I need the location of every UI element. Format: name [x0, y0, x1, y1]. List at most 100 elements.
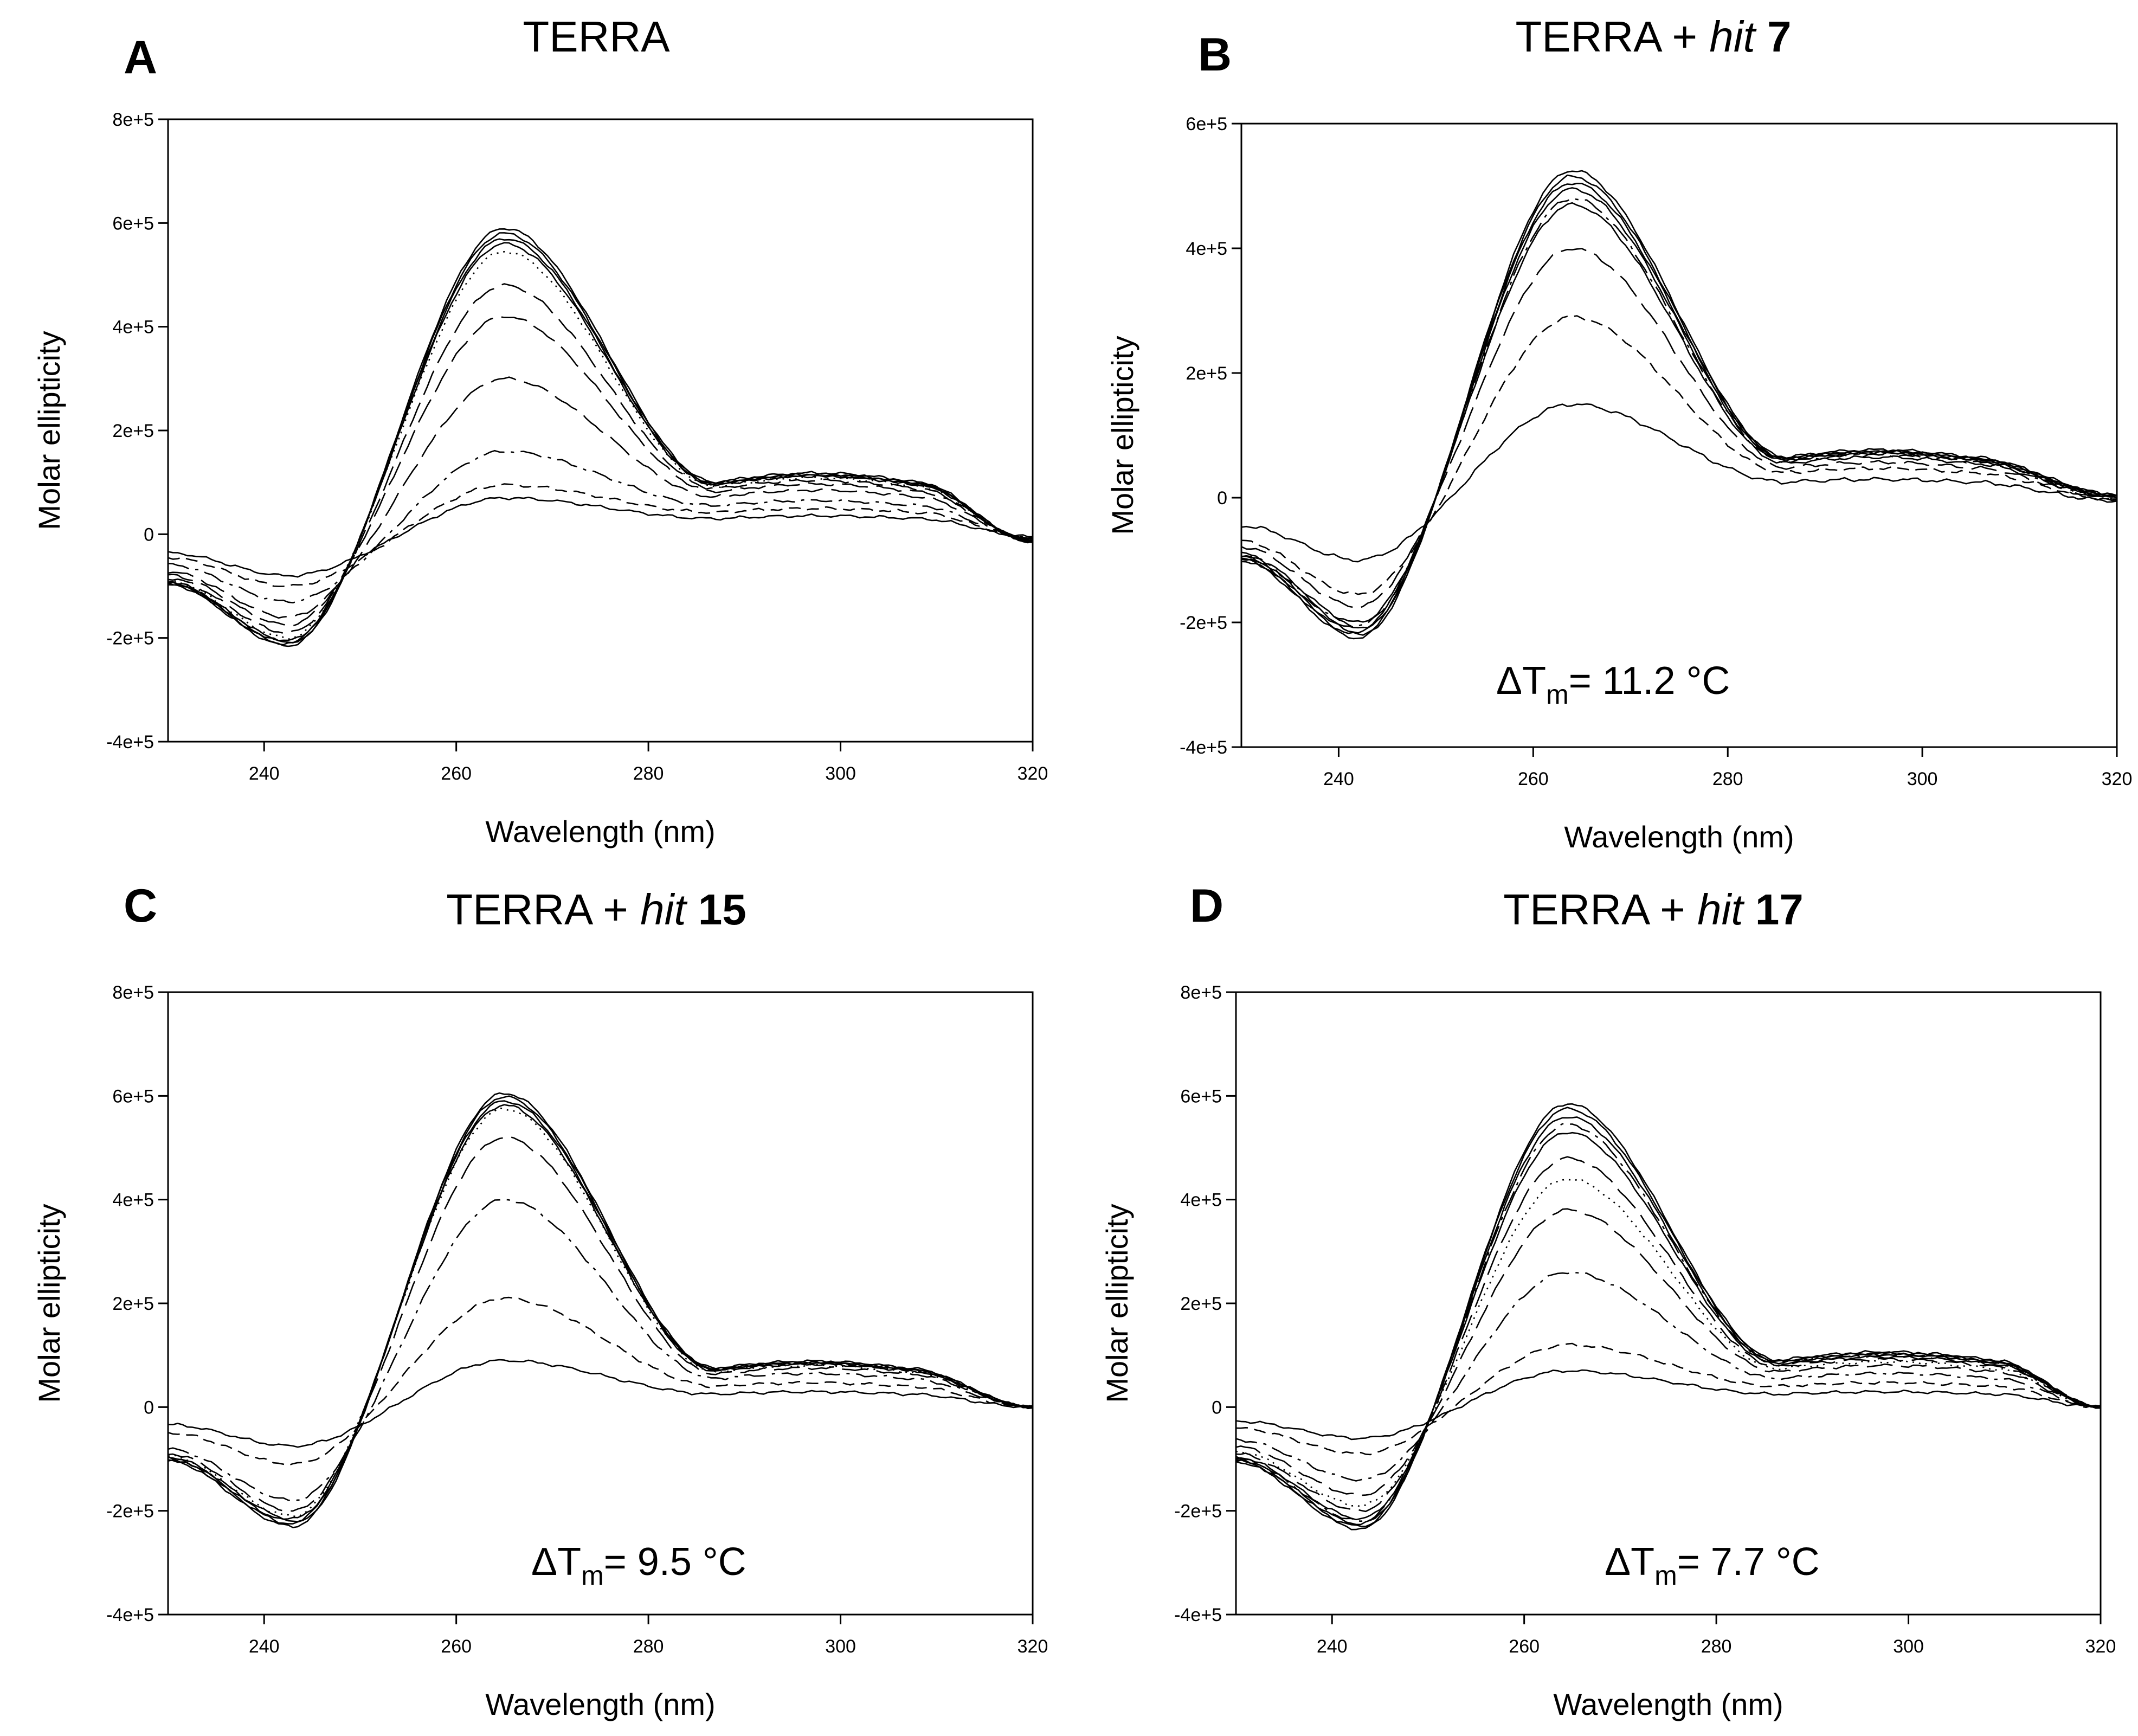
series-line-3: [1241, 183, 2117, 634]
x-tick-label: 280: [633, 1636, 664, 1657]
series-line-2: [1236, 1107, 2101, 1527]
x-tick-label: 320: [2085, 1636, 2116, 1657]
panel-c: C TERRA + hit 15 -4e+5 -2e+5 0 2e+5 4e+5 6e+5 8e…: [32, 880, 1048, 1721]
x-tick-label: 240: [249, 1636, 280, 1657]
y-tick-label: -2e+5: [1174, 1501, 1222, 1522]
y-tick-label: 4e+5: [1186, 239, 1227, 259]
panel-letter: B: [1198, 29, 1232, 81]
y-tick-label: 0: [1212, 1397, 1222, 1418]
x-tick-label: 320: [1018, 763, 1048, 784]
x-tick-label: 240: [249, 763, 280, 784]
series-line-2: [1241, 174, 2117, 636]
y-tick-label: 2e+5: [1186, 363, 1227, 384]
y-tick-label: 0: [1217, 488, 1227, 509]
series-line-8: [168, 1296, 1033, 1467]
y-tick-label: 0: [144, 1397, 154, 1418]
series-line-5: [1241, 198, 2117, 628]
panel-title: TERRA + hit 17: [1503, 885, 1804, 934]
series-line-2: [168, 232, 1033, 646]
series-line-5: [1236, 1131, 2101, 1521]
panel-title: TERRA: [523, 12, 670, 61]
series-line-7: [1241, 248, 2117, 609]
series-line-4: [168, 242, 1033, 641]
delta-tm-annotation: ΔTm= 7.7 °C: [1605, 1540, 1820, 1591]
panel-title: TERRA + hit 15: [446, 885, 746, 934]
panel-a: A TERRA -4e+5 -2e+5 0 2e+5 4e+5 6e+5 8e+5 240 260 2…: [32, 12, 1048, 848]
series-line-9: [168, 449, 1033, 603]
series-line-10: [168, 483, 1033, 587]
series-group: [168, 1092, 1033, 1528]
series-line-5: [168, 1107, 1033, 1518]
title-italic: hit: [1697, 885, 1755, 934]
x-tick-label: 300: [825, 763, 856, 784]
x-tick-label: 320: [1018, 1636, 1048, 1657]
series-line-9: [168, 1359, 1033, 1448]
panel-letter: D: [1190, 880, 1223, 932]
y-tick-label: 4e+5: [1180, 1190, 1222, 1211]
series-line-1: [1241, 170, 2117, 640]
title-base: TERRA: [523, 12, 670, 61]
x-tick-label: 300: [825, 1636, 856, 1657]
series-line-7: [1236, 1178, 2101, 1507]
x-axis-label: Wavelength (nm): [1553, 1687, 1783, 1721]
x-tick-label: 280: [1712, 769, 1743, 789]
series-line-10: [1236, 1342, 2101, 1456]
series-line-3: [168, 238, 1033, 644]
y-tick-label: 6e+5: [1180, 1086, 1222, 1107]
x-tick-label: 280: [1701, 1636, 1732, 1657]
x-tick-label: 260: [441, 763, 472, 784]
panel-b: B TERRA + hit 7 -4e+5 -2e+5 0 2e+5 4e+5 6e+5 240…: [1105, 12, 2132, 854]
series-line-7: [168, 316, 1033, 627]
y-tick-label: -2e+5: [1180, 613, 1227, 633]
panel-letter: C: [124, 880, 157, 932]
y-tick-label: -2e+5: [106, 628, 154, 649]
series-line-9: [1236, 1272, 2101, 1482]
y-tick-label: 2e+5: [112, 1294, 154, 1314]
plot-frame: [1240, 123, 2118, 748]
x-axis-label: Wavelength (nm): [485, 814, 715, 848]
title-bold: 17: [1755, 885, 1804, 934]
x-tick-label: 320: [2102, 769, 2133, 789]
series-line-4: [1236, 1123, 2101, 1522]
panel-d: D TERRA + hit 17 -4e+5 -2e+5 0 2e+5 4e+5 6e+5 8e…: [1100, 880, 2116, 1721]
y-tick-label: -4e+5: [106, 732, 154, 753]
x-axis-label: Wavelength (nm): [1564, 820, 1794, 854]
series-line-3: [1236, 1116, 2101, 1526]
series-line-4: [168, 1104, 1033, 1520]
series-line-1: [168, 228, 1033, 647]
x-tick-label: 240: [1317, 1636, 1348, 1657]
y-tick-label: 4e+5: [112, 317, 154, 338]
title-bold: 15: [698, 885, 746, 934]
delta-tm-annotation: ΔTm= 9.5 °C: [531, 1540, 746, 1591]
x-tick-label: 260: [1518, 769, 1549, 789]
title-base: TERRA +: [1515, 12, 1709, 61]
y-axis-label: Molar ellipticity: [1105, 336, 1139, 535]
series-line-11: [168, 497, 1033, 578]
y-axis-label: Molar ellipticity: [32, 331, 66, 530]
x-tick-label: 300: [1907, 769, 1938, 789]
y-tick-label: -4e+5: [106, 1605, 154, 1625]
series-line-9: [1241, 403, 2117, 563]
series-line-4: [1241, 187, 2117, 629]
series-line-6: [168, 1136, 1033, 1512]
y-axis-label: Molar ellipticity: [1100, 1204, 1134, 1403]
series-line-2: [168, 1095, 1033, 1525]
series-line-11: [1236, 1369, 2101, 1441]
y-tick-label: 8e+5: [112, 982, 154, 1003]
y-tick-label: 6e+5: [112, 213, 154, 234]
x-tick-label: 280: [633, 763, 664, 784]
y-axis-label: Molar ellipticity: [32, 1204, 66, 1403]
x-tick-label: 260: [1509, 1636, 1540, 1657]
x-tick-label: 260: [441, 1636, 472, 1657]
series-line-6: [1241, 202, 2117, 623]
y-tick-label: 2e+5: [1180, 1294, 1222, 1314]
series-line-5: [168, 250, 1033, 640]
y-tick-label: 6e+5: [1186, 114, 1227, 134]
y-tick-label: -4e+5: [1180, 737, 1227, 758]
series-line-1: [1236, 1103, 2101, 1531]
x-axis-label: Wavelength (nm): [485, 1687, 715, 1721]
delta-tm-annotation: ΔTm= 11.2 °C: [1496, 659, 1730, 710]
y-tick-label: 8e+5: [1180, 982, 1222, 1003]
series-line-6: [168, 283, 1033, 634]
